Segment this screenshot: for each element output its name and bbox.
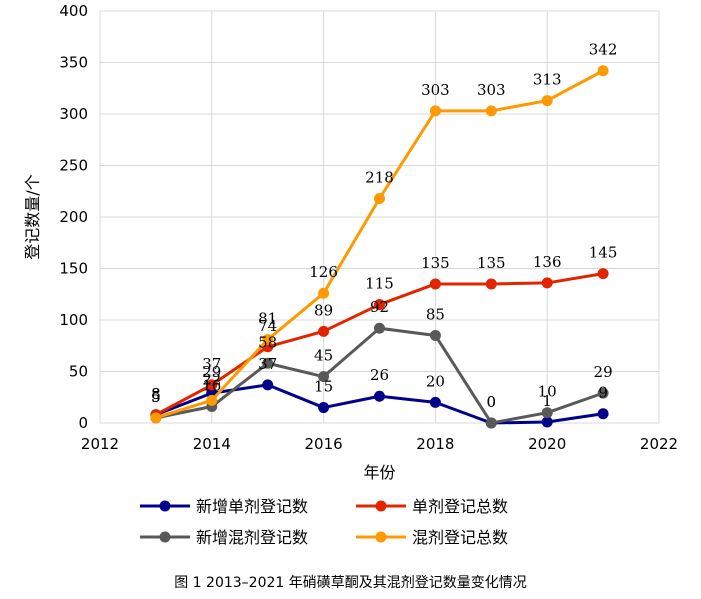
data-label: 303 xyxy=(477,81,506,99)
legend-label: 单剂登记总数 xyxy=(412,497,508,516)
data-point xyxy=(485,278,497,290)
data-point xyxy=(318,287,330,299)
data-point xyxy=(374,390,385,402)
data-point xyxy=(485,105,497,117)
data-label: 135 xyxy=(421,254,450,272)
y-tick-label: 0 xyxy=(78,414,88,432)
data-point xyxy=(262,379,274,391)
data-point xyxy=(485,417,497,429)
x-tick-label: 2022 xyxy=(640,435,678,453)
data-label: 136 xyxy=(533,253,562,271)
data-point xyxy=(206,379,218,391)
data-label: 29 xyxy=(594,363,613,381)
x-tick-label: 2014 xyxy=(193,435,231,453)
data-label: 126 xyxy=(309,263,338,281)
data-label: 313 xyxy=(533,71,562,89)
data-label: 85 xyxy=(426,305,445,323)
data-point xyxy=(429,278,441,290)
data-label: 29 xyxy=(202,363,221,381)
figure-caption: 图 1 2013–2021 年硝磺草酮及其混剂登记数量变化情况 xyxy=(174,575,527,591)
data-point xyxy=(541,95,553,107)
legend-marker xyxy=(375,531,387,543)
y-tick-label: 150 xyxy=(59,260,88,278)
series-line xyxy=(155,383,604,425)
data-label: 218 xyxy=(365,168,394,186)
legend-marker xyxy=(159,531,171,543)
y-tick-label: 250 xyxy=(59,157,88,175)
y-tick-label: 200 xyxy=(59,208,88,226)
data-label: 45 xyxy=(314,347,333,365)
data-label: 8 xyxy=(151,385,161,403)
data-point xyxy=(318,402,330,414)
data-point xyxy=(541,407,553,419)
data-label: 37 xyxy=(202,355,221,373)
data-point xyxy=(150,412,162,424)
y-tick-label: 400 xyxy=(59,2,88,20)
legend-label: 混剂登记总数 xyxy=(412,528,508,547)
data-label: 8 xyxy=(151,385,161,403)
data-point xyxy=(374,192,385,204)
data-label: 303 xyxy=(421,81,450,99)
data-point xyxy=(318,371,330,383)
data-label: 16 xyxy=(202,377,221,395)
data-label: 342 xyxy=(589,41,618,59)
data-label: 22 xyxy=(202,370,221,388)
legend-label: 新增混剂登记数 xyxy=(196,528,308,547)
x-axis-title: 年份 xyxy=(363,463,395,482)
grid xyxy=(99,10,660,424)
legend-marker xyxy=(159,500,171,512)
data-label: 145 xyxy=(589,244,618,262)
data-point xyxy=(541,416,553,428)
data-point xyxy=(206,394,218,406)
data-label: 0 xyxy=(487,393,497,411)
series-group xyxy=(150,65,609,429)
data-label: 5 xyxy=(151,388,161,406)
data-label: 74 xyxy=(258,317,277,335)
data-label: 10 xyxy=(538,383,557,401)
data-point xyxy=(374,299,385,311)
x-tick-label: 2018 xyxy=(416,435,454,453)
data-point xyxy=(262,334,274,346)
data-label: 37 xyxy=(258,355,277,373)
x-tick-label: 2016 xyxy=(305,435,343,453)
x-tick-label: 2012 xyxy=(81,435,119,453)
data-label: 135 xyxy=(477,254,506,272)
data-label: 81 xyxy=(258,310,277,328)
data-label: 9 xyxy=(598,384,608,402)
legend-label: 新增单剂登记数 xyxy=(196,497,308,516)
data-point xyxy=(429,329,441,341)
data-point xyxy=(262,357,274,369)
x-tick-label: 2020 xyxy=(528,435,566,453)
data-label: 26 xyxy=(370,366,389,384)
data-label: 1 xyxy=(542,392,552,410)
data-point xyxy=(429,396,441,408)
data-point xyxy=(541,277,553,289)
data-label: 92 xyxy=(370,298,389,316)
y-tick-label: 100 xyxy=(59,311,88,329)
data-label: 0 xyxy=(487,393,497,411)
y-tick-label: 300 xyxy=(59,105,88,123)
data-point xyxy=(374,322,385,334)
data-label: 5 xyxy=(151,388,161,406)
y-tick-label: 50 xyxy=(69,363,88,381)
y-tick-label: 350 xyxy=(59,54,88,72)
legend-marker xyxy=(375,500,387,512)
data-point xyxy=(429,105,441,117)
data-label: 89 xyxy=(314,301,333,319)
data-point xyxy=(597,387,609,399)
data-label: 58 xyxy=(258,333,277,351)
data-label: 115 xyxy=(365,275,394,293)
data-point xyxy=(597,268,609,280)
data-point xyxy=(597,65,609,77)
data-point xyxy=(597,408,609,420)
data-label: 15 xyxy=(314,378,333,396)
y-axis-title: 登记数量/个 xyxy=(23,174,42,259)
data-point xyxy=(318,325,330,337)
data-label: 20 xyxy=(426,372,445,390)
